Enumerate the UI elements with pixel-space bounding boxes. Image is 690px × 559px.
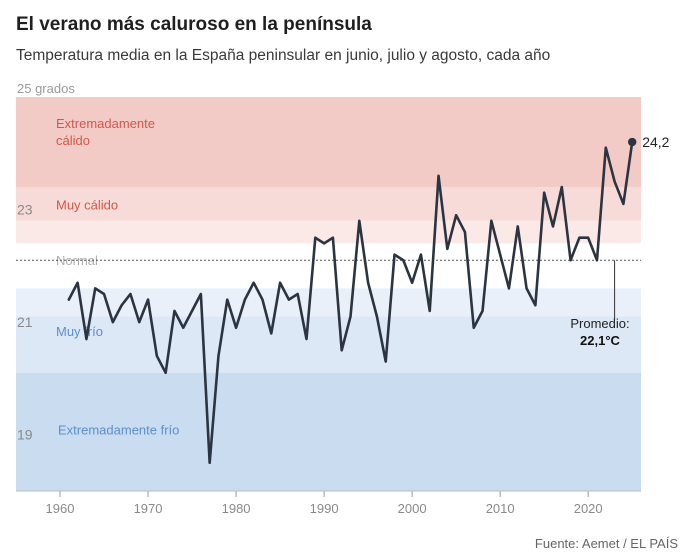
band-label: Extremadamente frío <box>58 423 179 438</box>
last-point <box>627 137 637 147</box>
band-label: Extremadamente cálido <box>56 116 155 148</box>
x-tick-label: 1990 <box>310 501 339 516</box>
x-tick-label: 1980 <box>222 501 251 516</box>
x-axis: 1960 1970 1980 1990 2000 2010 2020 <box>16 490 641 516</box>
average-reference: Promedio: 22,1°C <box>16 259 641 348</box>
y-tick-label: 19 <box>17 427 33 443</box>
y-unit-label: 25 grados <box>17 81 75 96</box>
temperature-line <box>67 140 634 465</box>
band-label-line: Extremadamente <box>56 116 155 131</box>
x-tick-label: 1960 <box>46 501 75 516</box>
y-tick-label: 23 <box>17 202 33 218</box>
band-2 <box>16 220 641 244</box>
x-tick-label: 1970 <box>134 501 163 516</box>
chart-subtitle: Temperatura media en la España peninsula… <box>16 47 551 64</box>
y-tick-label: 21 <box>17 314 33 330</box>
average-value: 22,1°C <box>580 333 621 348</box>
band-0 <box>16 97 641 188</box>
band-label-line: cálido <box>56 133 90 148</box>
band-3 <box>16 243 641 289</box>
source-credit: Fuente: Aemet / EL PAÍS <box>534 536 678 551</box>
band-5 <box>16 316 641 373</box>
x-tick-label: 2020 <box>574 501 603 516</box>
chart-title: El verano más caluroso en la península <box>16 14 372 35</box>
band-1 <box>16 187 641 221</box>
band-label: Muy cálido <box>56 198 118 213</box>
band-label: Muy frío <box>56 324 103 339</box>
y-axis: 19 21 23 25 grados <box>17 81 75 443</box>
x-tick-label: 2000 <box>398 501 427 516</box>
average-label: Promedio: <box>570 316 629 331</box>
last-value-label: 24,2 <box>642 134 669 150</box>
series-line: 24,2 <box>67 134 670 465</box>
band-6 <box>16 372 641 491</box>
x-tick-label: 2010 <box>486 501 515 516</box>
